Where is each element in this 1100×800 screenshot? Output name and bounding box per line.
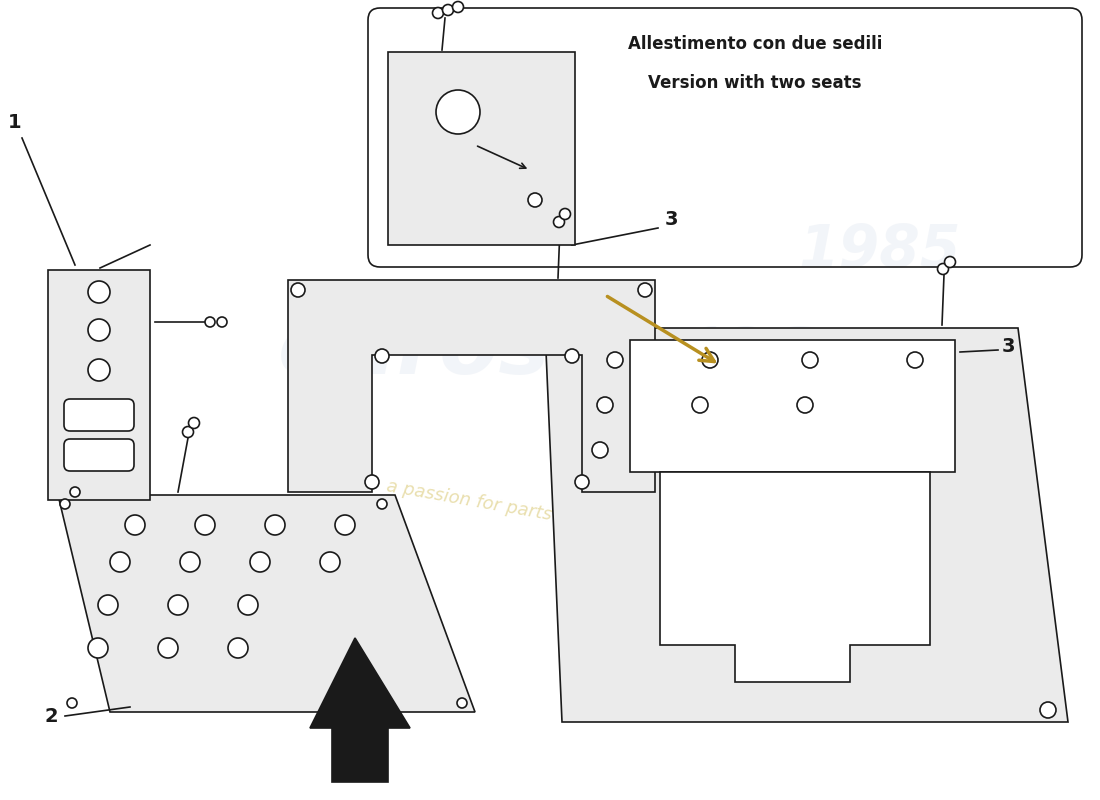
Circle shape <box>802 352 818 368</box>
Circle shape <box>375 349 389 363</box>
Circle shape <box>597 397 613 413</box>
Circle shape <box>188 418 199 429</box>
Circle shape <box>183 426 194 438</box>
Circle shape <box>205 317 214 327</box>
Polygon shape <box>544 328 1068 722</box>
Circle shape <box>436 90 480 134</box>
Text: eurospares: eurospares <box>277 309 823 391</box>
Circle shape <box>180 552 200 572</box>
Circle shape <box>528 193 542 207</box>
Circle shape <box>456 698 468 708</box>
Circle shape <box>88 281 110 303</box>
Circle shape <box>798 397 813 413</box>
Circle shape <box>336 515 355 535</box>
Text: 3: 3 <box>666 210 679 229</box>
FancyBboxPatch shape <box>64 399 134 431</box>
Circle shape <box>442 5 453 15</box>
Circle shape <box>553 217 564 227</box>
Circle shape <box>125 515 145 535</box>
Circle shape <box>638 283 652 297</box>
Circle shape <box>67 698 77 708</box>
Circle shape <box>158 638 178 658</box>
Polygon shape <box>388 52 575 245</box>
Circle shape <box>98 595 118 615</box>
Circle shape <box>945 257 956 267</box>
Circle shape <box>565 349 579 363</box>
Circle shape <box>110 552 130 572</box>
Circle shape <box>607 352 623 368</box>
Polygon shape <box>58 495 475 712</box>
Circle shape <box>88 359 110 381</box>
Circle shape <box>292 283 305 297</box>
Circle shape <box>692 397 708 413</box>
Circle shape <box>265 515 285 535</box>
Polygon shape <box>288 280 654 492</box>
Polygon shape <box>630 340 955 472</box>
Circle shape <box>908 352 923 368</box>
Circle shape <box>60 499 70 509</box>
Text: Version with two seats: Version with two seats <box>648 74 861 92</box>
Circle shape <box>168 595 188 615</box>
Polygon shape <box>660 472 930 682</box>
Circle shape <box>937 263 948 274</box>
Circle shape <box>702 352 718 368</box>
Circle shape <box>377 499 387 509</box>
Text: 1: 1 <box>8 113 22 132</box>
Circle shape <box>250 552 270 572</box>
FancyBboxPatch shape <box>64 439 134 471</box>
Text: Allestimento con due sedili: Allestimento con due sedili <box>628 35 882 53</box>
Circle shape <box>432 7 443 18</box>
Circle shape <box>88 319 110 341</box>
Text: a passion for parts since 1985: a passion for parts since 1985 <box>385 478 656 542</box>
Circle shape <box>88 638 108 658</box>
Circle shape <box>560 209 571 219</box>
Text: 1985: 1985 <box>799 222 961 278</box>
Circle shape <box>575 475 589 489</box>
Circle shape <box>365 475 380 489</box>
Text: 2: 2 <box>45 707 58 726</box>
Circle shape <box>195 515 214 535</box>
Polygon shape <box>310 638 410 782</box>
Circle shape <box>238 595 258 615</box>
Circle shape <box>217 317 227 327</box>
Circle shape <box>70 487 80 497</box>
Circle shape <box>592 442 608 458</box>
Circle shape <box>1040 702 1056 718</box>
Text: 3: 3 <box>1002 337 1015 356</box>
Polygon shape <box>48 270 150 500</box>
Circle shape <box>320 552 340 572</box>
Circle shape <box>228 638 248 658</box>
Circle shape <box>452 2 463 13</box>
